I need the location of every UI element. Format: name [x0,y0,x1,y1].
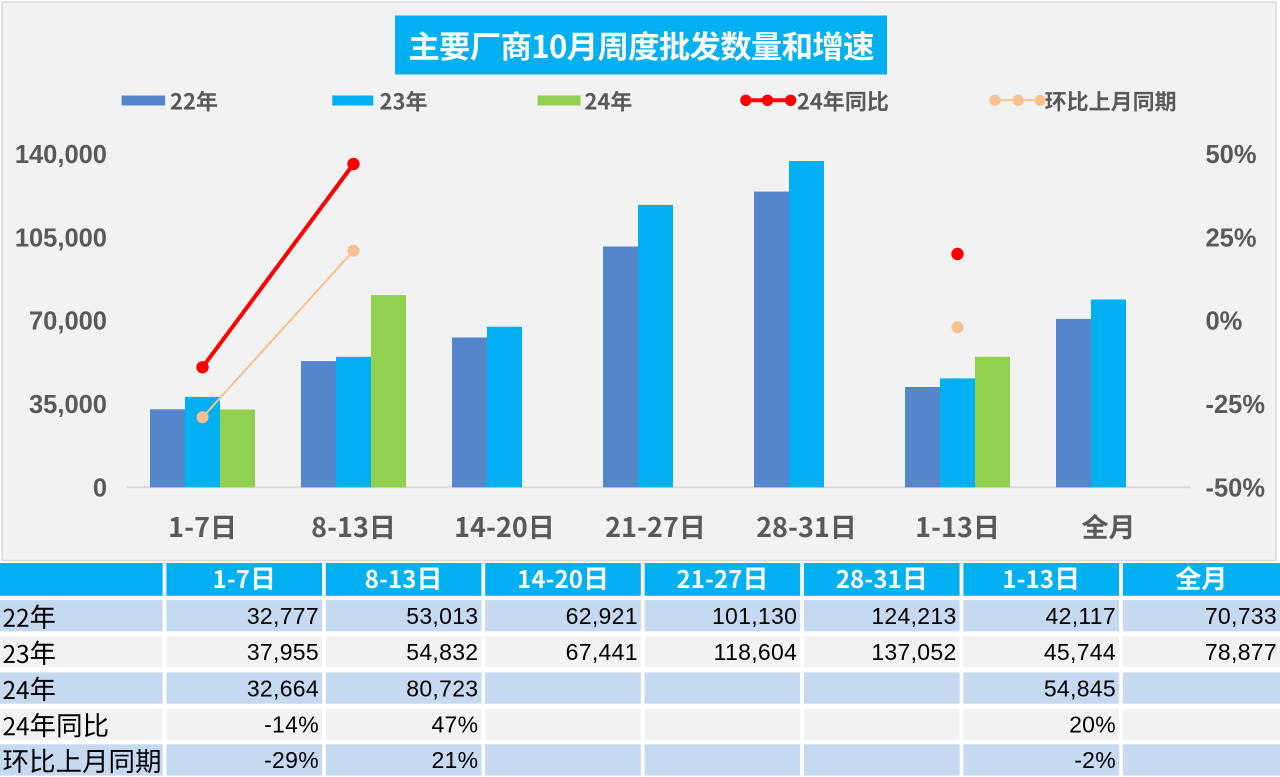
svg-text:0%: 0% [1206,308,1243,336]
svg-text:50%: 50% [1206,141,1257,169]
svg-text:21%: 21% [431,747,478,773]
svg-text:137,052: 137,052 [871,639,956,665]
svg-text:37,955: 37,955 [247,639,319,665]
svg-text:45,744: 45,744 [1044,639,1116,665]
svg-text:140,000: 140,000 [15,141,107,169]
svg-text:47%: 47% [431,712,478,738]
svg-text:25%: 25% [1206,224,1257,252]
svg-text:53,013: 53,013 [406,603,478,629]
svg-text:42,117: 42,117 [1046,603,1116,629]
svg-text:80,723: 80,723 [406,675,478,701]
svg-text:118,604: 118,604 [714,639,798,665]
svg-text:0: 0 [93,474,107,502]
svg-text:124,213: 124,213 [871,603,956,629]
svg-text:62,921: 62,921 [566,603,638,629]
svg-text:20%: 20% [1069,712,1116,738]
svg-text:70,733: 70,733 [1205,603,1277,629]
svg-text:101,130: 101,130 [712,603,797,629]
svg-text:54,832: 54,832 [406,639,478,665]
svg-text:-29%: -29% [264,747,319,773]
svg-text:35,000: 35,000 [29,391,107,419]
svg-text:32,777: 32,777 [247,603,319,629]
svg-text:-2%: -2% [1074,747,1116,773]
svg-text:32,664: 32,664 [247,675,319,701]
svg-text:-50%: -50% [1206,474,1266,502]
svg-text:78,877: 78,877 [1205,639,1277,665]
svg-text:70,000: 70,000 [29,308,107,336]
svg-text:67,441: 67,441 [566,639,638,665]
svg-text:-14%: -14% [264,712,319,738]
svg-text:105,000: 105,000 [15,224,107,252]
svg-text:-25%: -25% [1206,391,1266,419]
svg-text:54,845: 54,845 [1044,675,1116,701]
